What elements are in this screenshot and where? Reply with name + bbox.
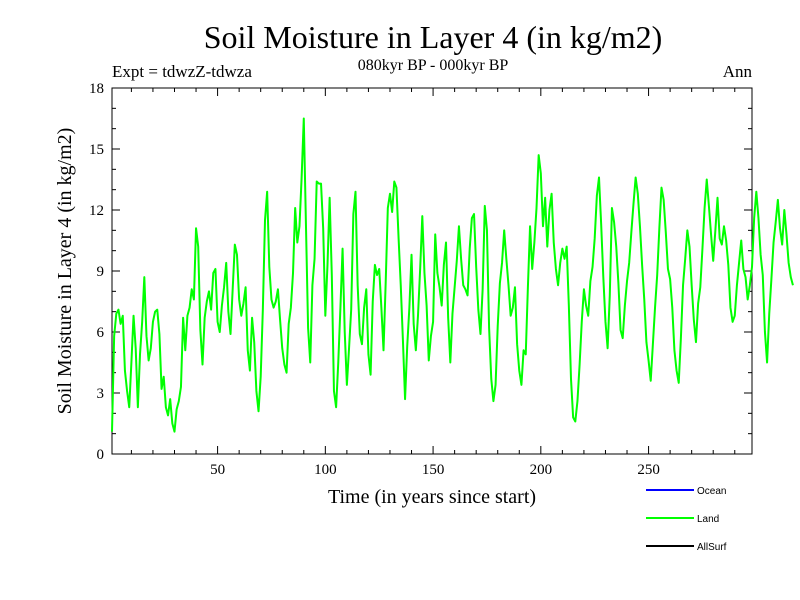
y-tick-label: 9 [97,264,105,280]
x-tick-label: 50 [210,462,225,478]
y-tick-label: 6 [97,325,105,341]
legend-label-ocean: Ocean [697,486,726,497]
y-tick-label: 3 [97,386,105,402]
y-axis-label: Soil Moisture in Layer 4 (in kg/m2) [54,128,76,415]
x-tick-label: 150 [422,462,445,478]
legend: Ocean Land AllSurf [646,486,727,553]
legend-label-allsurf: AllSurf [697,542,727,553]
x-tick-label: 200 [530,462,553,478]
y-tick-label: 12 [89,203,104,219]
season-label: Ann [723,62,753,81]
y-tick-label: 15 [89,142,104,158]
y-tick-label: 18 [89,81,104,97]
y-tick-label: 0 [97,447,105,463]
x-axis-label: Time (in years since start) [328,486,536,508]
x-tick-label: 100 [314,462,337,478]
axis-tick-labels: 50 100 150 200 250 0 3 6 9 12 15 18 [89,81,660,478]
plot-frame [111,87,753,455]
chart-title: Soil Moisture in Layer 4 (in kg/m2) [204,19,663,55]
experiment-label: Expt = tdwzZ-tdwza [112,62,252,81]
axis-ticks [112,87,752,455]
chart-subtitle: 080kyr BP - 000kyr BP [358,57,509,74]
x-tick-label: 250 [637,462,660,478]
series-line-land [111,117,794,433]
legend-label-land: Land [697,514,719,525]
